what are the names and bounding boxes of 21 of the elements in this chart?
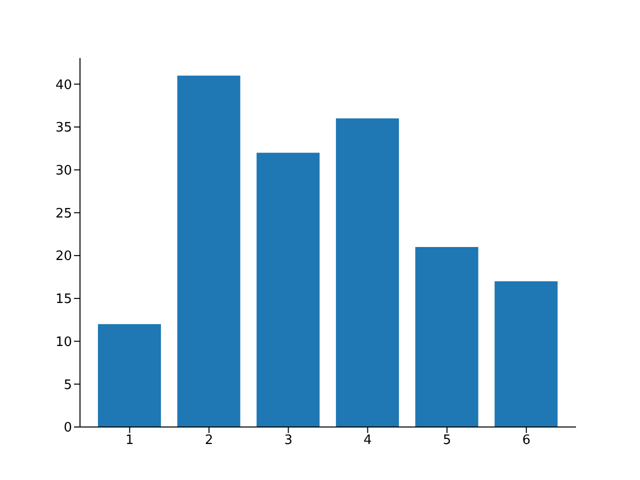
- y-tick-label: 15: [55, 292, 72, 308]
- y-tick-label: 35: [55, 120, 72, 136]
- y-tick-label: 25: [55, 206, 72, 222]
- bar: [256, 152, 320, 427]
- y-tick-label: 10: [55, 334, 72, 350]
- x-tick-label: 6: [522, 433, 530, 448]
- bar: [415, 247, 478, 427]
- x-tick-label: 4: [364, 433, 372, 448]
- x-tick-label: 2: [204, 433, 214, 448]
- x-tick-label: 1: [126, 433, 134, 448]
- y-tick-label: 20: [55, 249, 72, 264]
- bar: [494, 281, 558, 427]
- y-tick-label: 5: [64, 378, 72, 393]
- y-tick-label: 0: [64, 420, 72, 436]
- bar: [177, 76, 240, 427]
- bar: [336, 118, 399, 427]
- x-tick-label: 3: [284, 433, 292, 448]
- bar: [98, 324, 161, 427]
- y-tick-label: 30: [55, 163, 72, 178]
- x-tick-label: 5: [442, 433, 452, 448]
- y-tick-label: 40: [55, 78, 72, 93]
